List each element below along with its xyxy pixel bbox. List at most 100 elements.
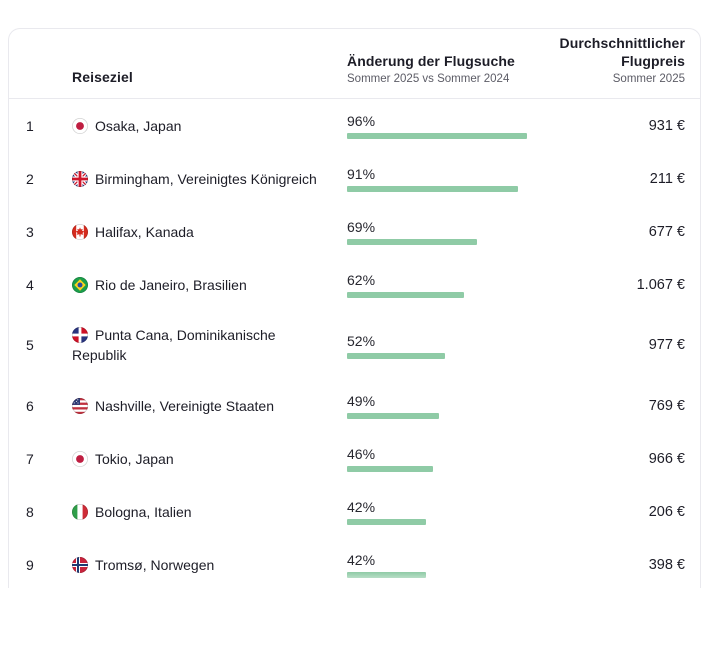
change-cell: 91% (347, 165, 553, 192)
change-cell: 49% (347, 392, 553, 419)
change-bar-track (347, 413, 535, 419)
change-bar (347, 133, 528, 139)
destination-label: Osaka, Japan (95, 117, 182, 134)
japan-flag-icon (72, 117, 88, 134)
change-bar-track (347, 572, 535, 578)
norway-flag-icon (72, 556, 88, 573)
rank-number: 7 (26, 450, 34, 467)
price-column-subtitle: Sommer 2025 (612, 73, 685, 85)
change-cell: 62% (347, 271, 553, 298)
change-bar-track (347, 186, 535, 192)
change-bar (347, 413, 440, 419)
rank-number: 5 (26, 337, 34, 353)
destination-cell: Tokio, Japan (72, 435, 347, 483)
change-column-header: Änderung der Flugsuche Sommer 2025 vs So… (347, 52, 553, 85)
change-percent-label: 49% (347, 393, 376, 409)
price-value: 931 € (648, 117, 685, 134)
italy-flag-icon (72, 503, 88, 520)
table-row: 5 Punta Cana, Dominikanische Republik 52… (9, 311, 700, 379)
change-column-subtitle: Sommer 2025 vs Sommer 2024 (347, 73, 510, 85)
price-value: 677 € (648, 223, 685, 240)
change-bar (347, 239, 477, 245)
destination-label: Nashville, Vereinigte Staaten (95, 397, 274, 414)
price-value: 206 € (648, 503, 685, 520)
table-row: 9 Tromsø, Norwegen 42% 398 € (9, 538, 700, 588)
table-row: 4 Rio de Janeiro, Brasilien 62% 1.067 € (9, 258, 700, 311)
destination-label: Rio de Janeiro, Brasilien (95, 276, 247, 293)
change-bar (347, 352, 445, 359)
destination-cell: Bologna, Italien (72, 488, 347, 536)
change-cell: 42% (347, 551, 553, 578)
rank-number: 8 (26, 503, 34, 520)
change-bar-track (347, 352, 535, 359)
destination-cell: Rio de Janeiro, Brasilien (72, 261, 347, 309)
change-percent-label: 42% (347, 552, 376, 568)
destination-cell: Halifax, Kanada (72, 208, 347, 256)
table-header-row: Reiseziel Änderung der Flugsuche Sommer … (9, 29, 700, 99)
table-row: 2 Birmingham, Vereinigtes Königreich 91%… (9, 152, 700, 205)
price-column-title-line2: Flugpreis (621, 53, 685, 69)
destination-column-header: Reiseziel (72, 69, 133, 85)
rank-number: 4 (26, 276, 34, 293)
destination-label: Tromsø, Norwegen (95, 556, 215, 573)
canada-flag-icon (72, 223, 88, 240)
destination-cell: Nashville, Vereinigte Staaten (72, 382, 347, 430)
destination-label: Halifax, Kanada (95, 223, 194, 240)
change-bar-track (347, 292, 535, 298)
brazil-flag-icon (72, 276, 88, 293)
price-column-header: Durchschnittlicher Flugpreis Sommer 2025 (553, 34, 686, 85)
change-percent-label: 52% (347, 332, 376, 349)
change-bar (347, 292, 464, 298)
table-row: 1 Osaka, Japan 96% 931 € (9, 99, 700, 152)
rank-number: 6 (26, 397, 34, 414)
rank-number: 9 (26, 556, 34, 573)
change-percent-label: 69% (347, 219, 376, 235)
destination-label: Punta Cana, Dominikanische Republik (72, 327, 276, 363)
change-bar (347, 466, 434, 472)
change-percent-label: 91% (347, 166, 376, 182)
destination-cell: Osaka, Japan (72, 102, 347, 150)
table-row: 6 Nashville, Vereinigte Staaten 49% 769 … (9, 379, 700, 432)
change-percent-label: 62% (347, 272, 376, 288)
dominican-republic-flag-icon (72, 327, 88, 343)
change-column-title: Änderung der Flugsuche (347, 53, 515, 69)
table-row: 3 Halifax, Kanada 69% 677 € (9, 205, 700, 258)
change-cell: 96% (347, 112, 553, 139)
change-bar-track (347, 466, 535, 472)
change-cell: 46% (347, 445, 553, 472)
table-row: 7 Tokio, Japan 46% 966 € (9, 432, 700, 485)
flight-stats-card: Reiseziel Änderung der Flugsuche Sommer … (8, 28, 701, 588)
price-value: 977 € (648, 337, 685, 353)
change-bar (347, 572, 426, 578)
destination-label: Bologna, Italien (95, 503, 192, 520)
destination-cell: Birmingham, Vereinigtes Königreich (72, 155, 347, 203)
destination-cell: Punta Cana, Dominikanische Republik (72, 311, 347, 379)
destination-label: Birmingham, Vereinigtes Königreich (95, 170, 317, 187)
rank-number: 1 (26, 117, 34, 134)
japan-flag-icon (72, 450, 88, 467)
rank-number: 3 (26, 223, 34, 240)
change-cell: 52% (347, 332, 553, 359)
destination-cell: Tromsø, Norwegen (72, 541, 347, 589)
rank-number: 2 (26, 170, 34, 187)
change-percent-label: 46% (347, 446, 376, 462)
price-value: 769 € (648, 397, 685, 414)
price-value: 1.067 € (636, 276, 685, 293)
change-bar (347, 186, 519, 192)
usa-flag-icon (72, 397, 88, 414)
change-bar (347, 519, 426, 525)
united-kingdom-flag-icon (72, 170, 88, 187)
price-value: 966 € (648, 450, 685, 467)
price-column-title-line1: Durchschnittlicher (559, 35, 685, 51)
change-bar-track (347, 133, 535, 139)
change-bar-track (347, 239, 535, 245)
price-value: 211 € (649, 170, 685, 187)
change-cell: 69% (347, 218, 553, 245)
table-row: 8 Bologna, Italien 42% 206 € (9, 485, 700, 538)
change-percent-label: 42% (347, 499, 376, 515)
change-percent-label: 96% (347, 113, 376, 129)
change-bar-track (347, 519, 535, 525)
table-body: 1 Osaka, Japan 96% 931 € 2 Birmingham, V… (9, 99, 700, 588)
change-cell: 42% (347, 498, 553, 525)
price-value: 398 € (648, 556, 685, 573)
